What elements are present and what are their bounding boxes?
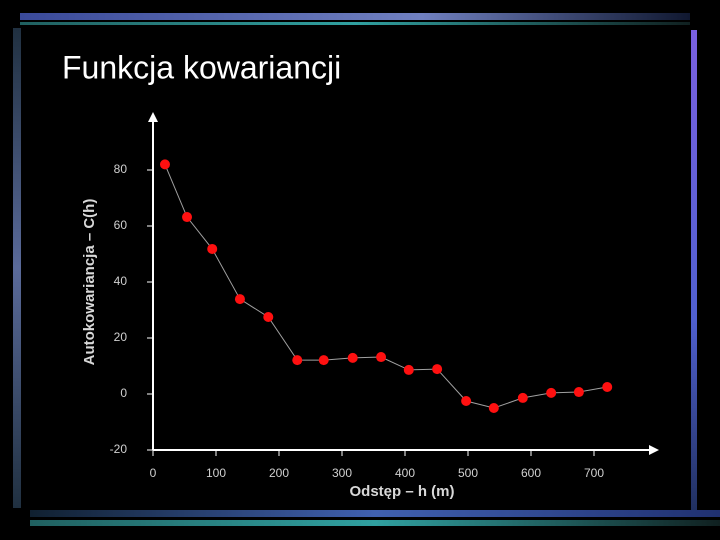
decor-bar [30, 520, 720, 526]
decor-bar [20, 22, 690, 25]
point [488, 403, 499, 413]
point [234, 294, 245, 305]
x-tick-label: 300 [332, 466, 352, 480]
point [263, 312, 274, 322]
point [573, 387, 584, 398]
point [376, 352, 387, 363]
point [461, 396, 472, 406]
point [159, 159, 170, 170]
y-tick-label: 0 [120, 386, 127, 400]
x-tick-label: 100 [206, 466, 226, 480]
x-tick-label: 200 [269, 466, 289, 480]
y-axis-title: Autokowariancja – C(h) [81, 199, 98, 366]
decor-bar [30, 510, 720, 517]
slide-title: Funkcja kowariancji [62, 49, 341, 85]
point [318, 355, 329, 366]
x-axis-title: Odstęp – h (m) [349, 483, 454, 500]
y-tick-label: -20 [110, 442, 128, 456]
y-tick-label: 80 [114, 162, 128, 176]
x-axis-arrow [649, 445, 659, 455]
point [347, 352, 358, 363]
decor-bar [20, 13, 690, 20]
point [432, 364, 443, 375]
plot: -20 0 20 40 60 80 0 100 200 300 400 500 600 700 Odstęp… [81, 112, 659, 500]
point [517, 392, 528, 403]
point [292, 355, 303, 366]
point [207, 243, 218, 254]
point [403, 364, 414, 375]
series-line [164, 164, 608, 409]
y-tick-label: 20 [114, 330, 128, 344]
point [182, 212, 193, 223]
x-tick-label: 400 [395, 466, 415, 480]
x-tick-label: 700 [584, 466, 604, 480]
x-tick-label: 500 [458, 466, 478, 480]
x-tick-label: 0 [150, 466, 157, 480]
y-tick-label: 40 [114, 274, 128, 288]
point [602, 382, 613, 392]
decor-bar [13, 28, 21, 508]
point [546, 387, 557, 398]
y-tick-label: 60 [114, 218, 128, 232]
decor-bar [691, 30, 697, 510]
y-axis-arrow [148, 112, 158, 122]
x-tick-label: 600 [521, 466, 541, 480]
